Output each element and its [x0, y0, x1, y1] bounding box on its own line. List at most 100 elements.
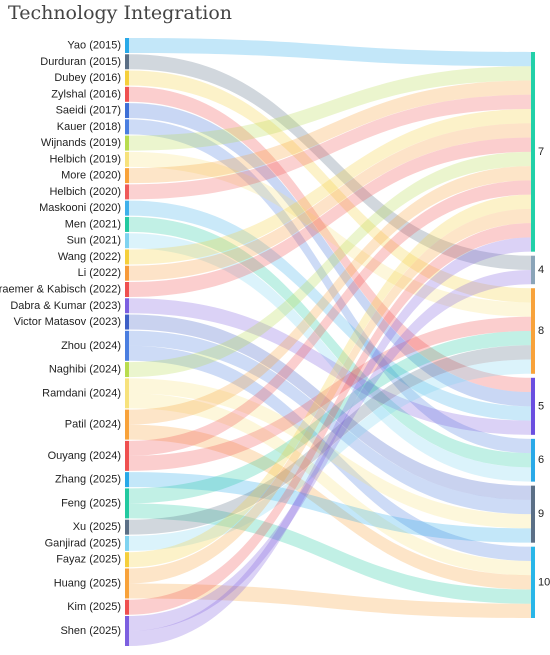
source-label: Ramdani (2024) — [42, 387, 121, 399]
target-label-6: 6 — [538, 454, 544, 466]
source-node — [125, 616, 129, 646]
source-node — [125, 200, 129, 216]
link-12-to-6 — [129, 216, 531, 468]
link-8-to-8 — [129, 151, 531, 317]
target-label-5: 5 — [538, 400, 544, 412]
link-3-to-8 — [129, 70, 531, 303]
source-label: Maskooni (2020) — [39, 202, 121, 214]
source-node — [125, 103, 129, 119]
link-25-to-8 — [129, 331, 531, 504]
source-label: Kim (2025) — [67, 601, 121, 613]
chart-title: Technology Integration — [8, 2, 233, 24]
source-label: Men (2021) — [65, 218, 121, 230]
link-31-to-4 — [129, 269, 531, 631]
link-29-to-7 — [129, 208, 531, 584]
link-9-to-7 — [129, 80, 531, 184]
link-1-to-7 — [129, 38, 531, 67]
source-label: Victor Matasov (2023) — [14, 316, 121, 328]
source-label: Kauer (2018) — [57, 121, 121, 133]
source-node — [125, 330, 129, 361]
source-node — [125, 86, 129, 102]
source-node — [125, 519, 129, 535]
target-label-7: 7 — [538, 146, 544, 158]
source-node — [125, 535, 129, 551]
source-node — [125, 135, 129, 151]
source-node — [125, 314, 129, 330]
source-node — [125, 282, 129, 297]
link-19-to-10 — [129, 345, 531, 561]
source-node — [125, 151, 129, 167]
link-21-to-10 — [129, 393, 531, 576]
target-node-8 — [531, 288, 535, 374]
source-label: Wijnands (2019) — [41, 137, 121, 149]
source-node — [125, 70, 129, 86]
source-node — [125, 54, 129, 70]
source-node — [125, 362, 129, 378]
source-label: Wang (2022) — [58, 251, 121, 263]
source-node — [125, 168, 129, 184]
link-14-to-7 — [129, 109, 531, 265]
source-node — [125, 599, 129, 615]
link-2-to-4 — [129, 54, 531, 270]
source-label: Dabra & Kumar (2023) — [10, 300, 121, 312]
source-label: Naghibi (2024) — [49, 364, 121, 376]
source-label: More (2020) — [61, 170, 121, 182]
source-node — [125, 409, 129, 440]
source-label: Durduran (2015) — [40, 56, 121, 68]
links-layer — [129, 38, 531, 646]
link-6-to-6 — [129, 119, 531, 454]
source-label: Zhou (2024) — [61, 340, 121, 352]
source-label: Ganjirad (2025) — [45, 537, 121, 549]
link-18-to-9 — [129, 314, 531, 500]
source-node — [125, 119, 129, 135]
link-16-to-7 — [129, 137, 531, 297]
link-7-to-7 — [129, 66, 531, 151]
source-label: Xu (2025) — [73, 521, 121, 533]
source-node — [125, 378, 129, 409]
source-node — [125, 233, 129, 249]
source-label: Huang (2025) — [54, 577, 121, 589]
link-13-to-6 — [129, 233, 531, 482]
link-4-to-5 — [129, 86, 531, 393]
link-21-to-9 — [129, 378, 531, 529]
source-label: Sun (2021) — [67, 235, 121, 247]
target-label-9: 9 — [538, 508, 544, 520]
target-node-6 — [531, 438, 535, 482]
source-nodes-layer: Yao (2015) Durduran (2015) Dubey (2016) Zyl… — [0, 38, 129, 646]
source-label: Patil (2024) — [65, 419, 121, 431]
source-node — [125, 298, 129, 314]
source-label: Ouyang (2024) — [48, 450, 121, 462]
source-label: Zylshal (2016) — [51, 88, 121, 100]
source-label: Shen (2025) — [60, 625, 121, 637]
target-node-5 — [531, 377, 535, 435]
source-label: Feng (2025) — [61, 497, 121, 509]
target-node-4 — [531, 255, 535, 285]
link-11-to-5 — [129, 200, 531, 421]
source-node — [125, 552, 129, 568]
link-22-to-7 — [129, 166, 531, 425]
link-31-to-7 — [129, 237, 531, 646]
link-20-to-7 — [129, 151, 531, 378]
link-30-to-7 — [129, 223, 531, 615]
source-label: Dubey (2016) — [54, 72, 121, 84]
source-node — [125, 216, 129, 232]
link-19-to-9 — [129, 330, 531, 515]
target-nodes-layer: 7 4 8 5 6 9 10 — [531, 52, 550, 618]
source-label: Zhang (2025) — [55, 474, 121, 486]
target-label-8: 8 — [538, 325, 544, 337]
source-node — [125, 38, 129, 53]
source-label: Helbich (2020) — [49, 186, 121, 198]
source-node — [125, 568, 129, 599]
link-10-to-7 — [129, 94, 531, 200]
link-17-to-5 — [129, 298, 531, 435]
link-26-to-8 — [129, 345, 531, 535]
link-25-to-10 — [129, 503, 531, 604]
link-23-to-7 — [129, 180, 531, 456]
source-node — [125, 472, 129, 488]
source-label: Helbich (2019) — [49, 153, 121, 165]
target-label-10: 10 — [538, 576, 550, 588]
source-node — [125, 249, 129, 265]
link-5-to-5 — [129, 103, 531, 407]
source-node — [125, 184, 129, 200]
link-23-to-8 — [129, 316, 531, 471]
